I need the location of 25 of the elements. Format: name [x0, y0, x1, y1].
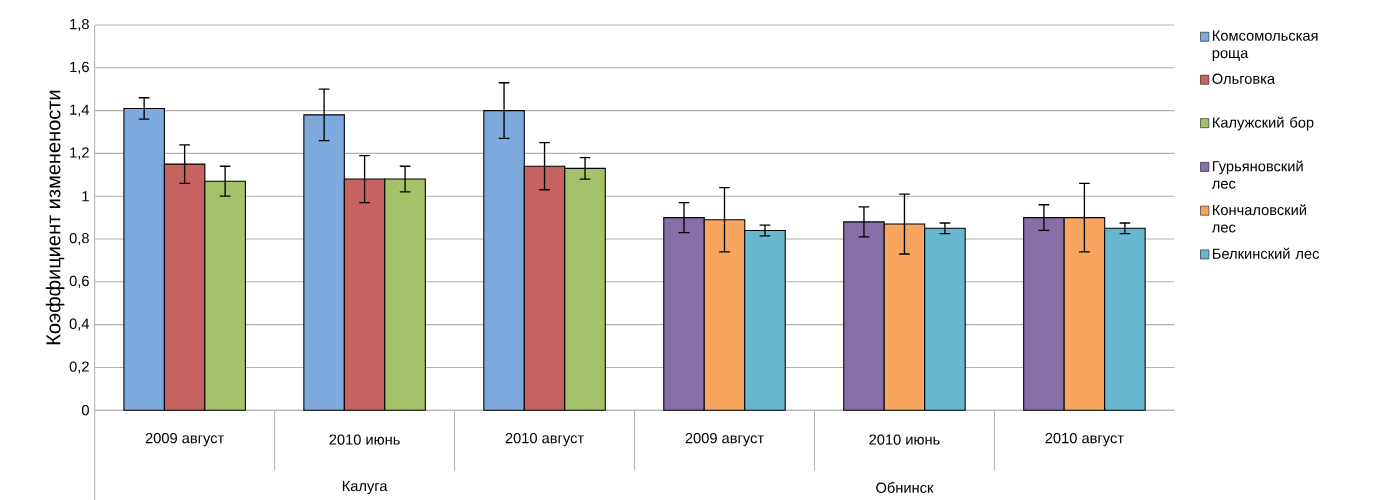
x-tick-label: 2010 август — [1045, 432, 1124, 447]
x-tick-label: 2010 июнь — [869, 434, 940, 445]
y-tick-label: 0 — [81, 404, 89, 416]
legend-label: Гурьяновский лес — [1211, 160, 1303, 189]
text: Калуга — [342, 480, 388, 494]
y-axis-title: Коэффициент изменености — [45, 90, 65, 345]
legend-label: Кончаловский лес — [1211, 204, 1306, 233]
y-tick-label: 1,8 — [70, 18, 89, 31]
legend-label: Калужский бор — [1213, 116, 1314, 131]
y-tick-label: 1 — [82, 191, 89, 202]
text: Обнинск — [876, 482, 934, 493]
x-tick-label: 2010 август — [505, 432, 584, 447]
y-tick-label: 1,6 — [70, 61, 89, 74]
y-tick-label: 1,2 — [70, 147, 89, 160]
x-tick-label: 2009 август — [145, 432, 224, 447]
y-tick-label: 1,4 — [70, 104, 90, 117]
x-tick-label: 2009 август — [685, 432, 764, 447]
x-tick-label: 2010 июнь — [329, 434, 400, 445]
y-tick-label: 0,6 — [69, 275, 89, 288]
legend-label: Ольговка — [1212, 73, 1276, 84]
y-tick-label: 0,8 — [69, 232, 89, 245]
y-tick-label: 0,2 — [69, 361, 89, 374]
legend-label: Белкинский лес — [1213, 247, 1320, 259]
legend-label: Комсомольская роща — [1212, 30, 1318, 61]
y-tick-label: 0,4 — [69, 318, 90, 331]
